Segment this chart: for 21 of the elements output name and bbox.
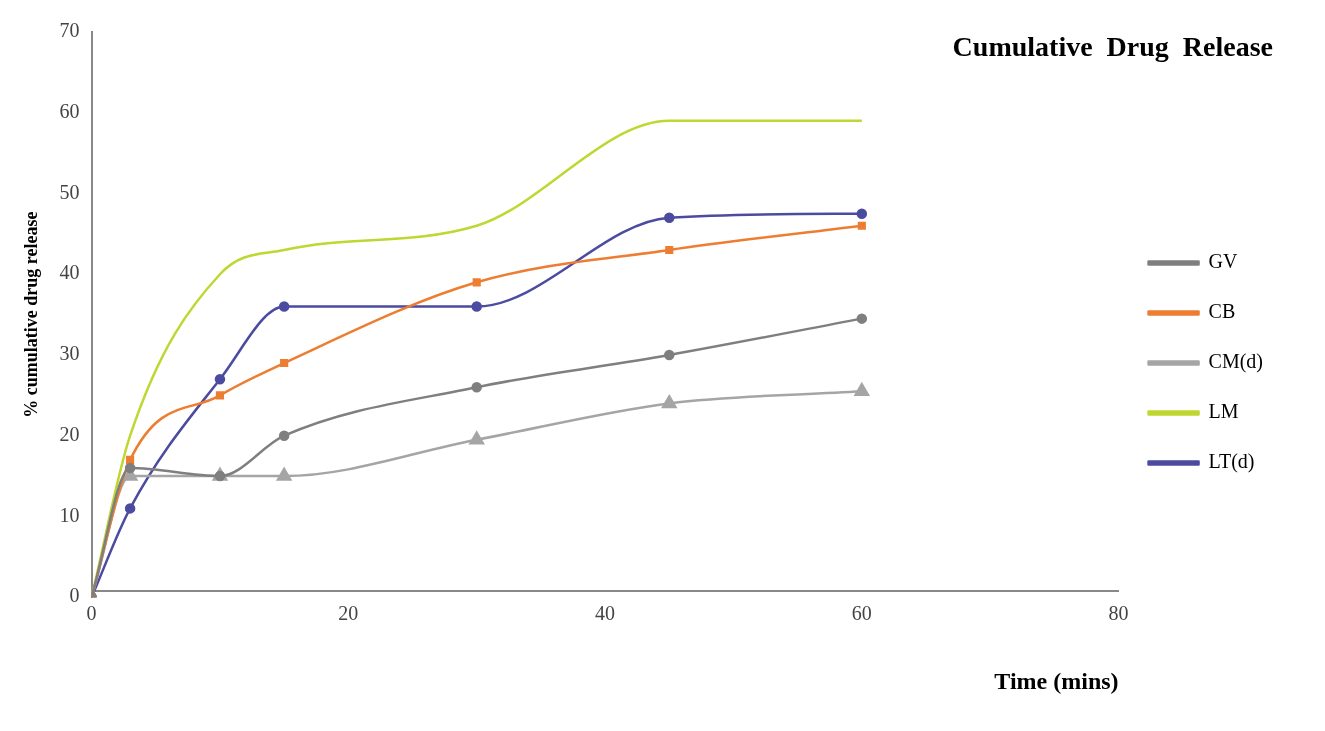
legend-label: CM(d) [1208, 350, 1264, 374]
x-tick-label: 20 [338, 602, 359, 625]
legend-label: LM [1208, 400, 1239, 423]
legend-label: LT(d) [1208, 450, 1255, 474]
y-tick-label: 0 [69, 584, 80, 607]
x-axis-title: Time (mins) [994, 668, 1119, 695]
x-tick-label: 80 [1108, 602, 1129, 625]
y-tick-label: 50 [59, 180, 80, 203]
x-tick-label: 0 [86, 602, 97, 625]
legend-label: GV [1208, 250, 1238, 273]
chart-title: Cumulative Drug Release [952, 31, 1273, 63]
x-tick-label: 40 [595, 602, 616, 625]
y-tick-label: 60 [59, 99, 80, 122]
y-tick-label: 40 [59, 261, 80, 284]
y-tick-label: 10 [59, 503, 80, 526]
y-tick-label: 20 [59, 422, 80, 445]
x-tick-label: 60 [851, 602, 872, 625]
y-tick-label: 30 [59, 342, 80, 365]
legend-label: CB [1208, 300, 1236, 323]
y-tick-label: 70 [59, 19, 80, 42]
y-axis-title: % cumulative drug release [21, 211, 42, 418]
